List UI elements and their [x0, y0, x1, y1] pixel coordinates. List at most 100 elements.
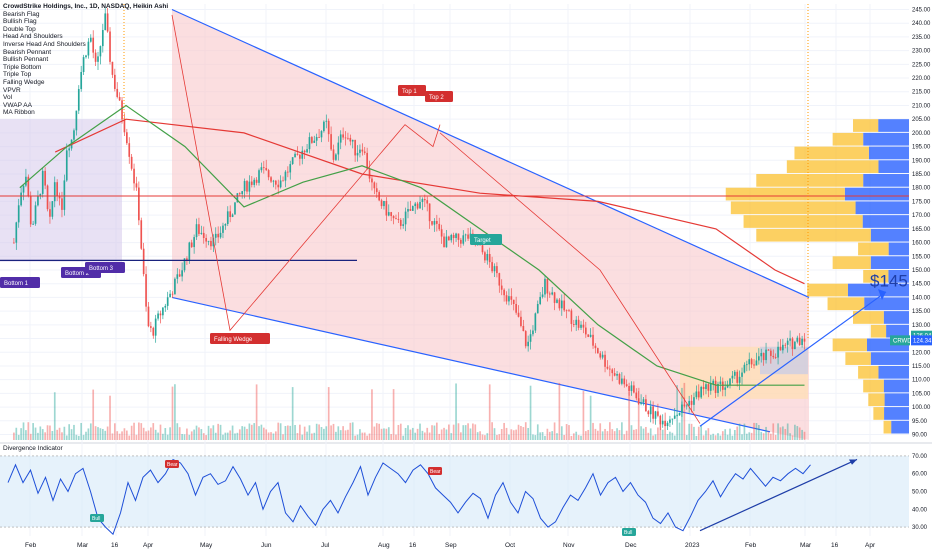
oscillator-arrow-head [849, 459, 857, 465]
candle-up [794, 341, 796, 350]
uptrend-line[interactable] [699, 291, 887, 427]
channel-lower-trendline[interactable] [171, 296, 771, 433]
candle-down [142, 248, 145, 275]
candle-up [383, 201, 385, 207]
indicator-vpvr[interactable]: VPVR [3, 86, 21, 94]
x-tick-label: 2023 [685, 542, 700, 549]
volume-bar [313, 432, 316, 440]
indicator-bullish-pennant[interactable]: Bullish Pennant [3, 56, 49, 64]
volume-bar [190, 431, 193, 440]
candle-down [770, 350, 772, 356]
candle-up [308, 137, 311, 150]
indicator-vwap-aa[interactable]: VWAP AA [3, 101, 32, 109]
volume-bar [621, 422, 623, 440]
indicator-head-and-shoulders[interactable]: Head And Shoulders [3, 33, 63, 41]
candle-down [58, 196, 61, 199]
y-tick-label: 240.00 [912, 21, 931, 27]
volume-bar [101, 428, 104, 440]
volume-bar [51, 430, 54, 440]
volume-bar [724, 429, 727, 440]
volume-bar [628, 391, 630, 440]
candle-up [183, 258, 186, 271]
volume-bar [289, 425, 292, 440]
x-tick-label: Jul [321, 542, 330, 549]
candle-up [337, 142, 340, 155]
volume-bar [560, 426, 563, 440]
indicator-double-top[interactable]: Double Top [3, 25, 36, 33]
candle-down [467, 234, 469, 239]
candle-up [231, 214, 234, 217]
y-tick-label: 130.00 [912, 323, 931, 329]
volume-bar [729, 428, 731, 440]
volume-profile-up-bar [844, 187, 909, 201]
volume-bar [801, 429, 803, 440]
candle-down [46, 185, 49, 210]
candle-up [801, 338, 803, 345]
indicator-inverse-head-and-shoulders[interactable]: Inverse Head And Shoulders [3, 40, 86, 48]
candle-up [219, 232, 222, 238]
volume-profile-up-bar [883, 311, 909, 324]
volume-bar [712, 433, 715, 440]
volume-bar [409, 429, 412, 440]
candle-up [601, 354, 604, 358]
candle-up [260, 167, 263, 171]
volume-bar [789, 433, 791, 440]
indicator-triple-bottom[interactable]: Triple Bottom [3, 63, 42, 71]
candle-down [664, 420, 666, 427]
oscillator-trend-line[interactable] [699, 458, 858, 532]
y-tick-label: 140.00 [912, 295, 931, 301]
y-tick-label: 120.00 [912, 350, 931, 356]
candle-up [294, 153, 296, 158]
volume-bar [460, 432, 462, 440]
volume-bar [784, 428, 787, 440]
volume-profile-up-bar [888, 269, 909, 283]
candle-up [724, 387, 727, 390]
candle-up [289, 164, 292, 173]
volume-bar [657, 427, 659, 440]
candle-down [628, 386, 630, 392]
candle-up [181, 270, 183, 277]
indicator-vol[interactable]: Vol [3, 94, 13, 102]
volume-profile-down-bar [863, 269, 889, 283]
candle-up [551, 292, 554, 295]
volume-bar [126, 430, 128, 440]
volume-bar [697, 426, 700, 440]
indicator-bullish-flag[interactable]: Bullish Flag [3, 18, 37, 26]
indicator-bearish-flag[interactable]: Bearish Flag [3, 10, 40, 18]
indicator-triple-top[interactable]: Triple Top [3, 71, 32, 79]
candle-up [464, 234, 467, 236]
candle-up [640, 402, 642, 404]
volume-bar [241, 426, 244, 440]
volume-bar [594, 428, 597, 440]
candle-up [755, 360, 758, 366]
candle-down [375, 188, 378, 193]
indicator-bearish-pennant[interactable]: Bearish Pennant [3, 48, 52, 56]
volume-bar [236, 432, 239, 440]
indicator-falling-wedge[interactable]: Falling Wedge [3, 78, 45, 86]
candle-up [536, 304, 539, 314]
volume-bar [669, 431, 671, 440]
volume-bar [798, 427, 801, 440]
volume-bar [390, 434, 393, 440]
indicator-ma-ribbon[interactable]: MA Ribbon [3, 109, 35, 117]
candle-down [138, 187, 140, 221]
volume-bar [779, 427, 782, 440]
candle-down [366, 152, 368, 169]
volume-bar [765, 426, 767, 440]
candle-up [777, 346, 779, 358]
candle-down [613, 373, 616, 376]
volume-bar [601, 431, 604, 440]
channel-upper-trendline[interactable] [171, 8, 810, 298]
candle-up [356, 152, 359, 156]
volume-bar [493, 428, 496, 440]
volume-bar [274, 431, 277, 440]
bull-label-1-bg [90, 514, 104, 522]
candle-down [368, 168, 371, 179]
candle-up [402, 224, 405, 226]
candle-down [503, 289, 505, 296]
candle-down [753, 364, 755, 366]
volume-bar [238, 429, 241, 440]
volume-bar [267, 432, 270, 440]
